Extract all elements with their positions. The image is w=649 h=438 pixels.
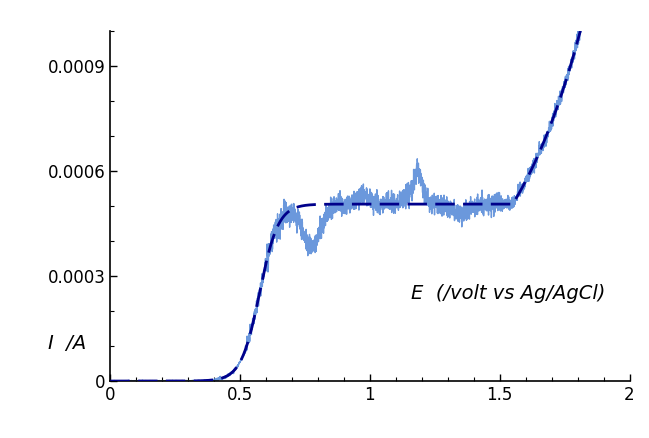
Text: E  (/volt vs Ag/AgCl): E (/volt vs Ag/AgCl) xyxy=(411,284,606,303)
Text: I  /A: I /A xyxy=(48,334,86,353)
